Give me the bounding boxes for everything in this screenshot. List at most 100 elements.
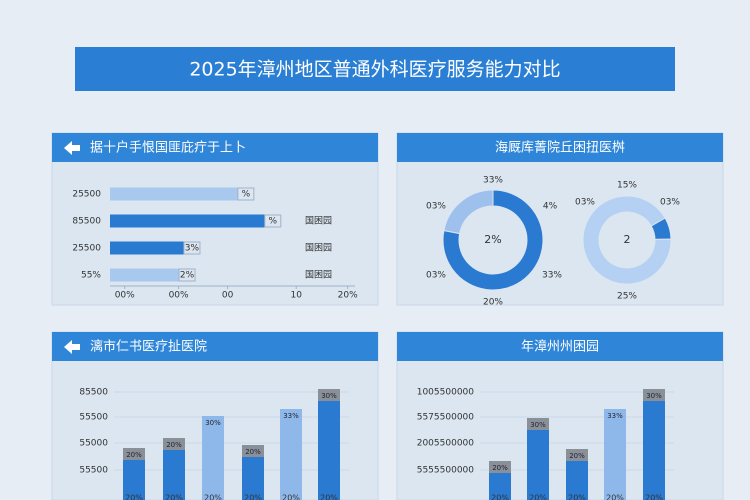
donut-label: 03% <box>426 202 446 212</box>
x-tick-label: 20% <box>645 494 663 500</box>
bar-annotation: 30% <box>205 419 221 427</box>
bar <box>110 268 182 282</box>
x-tick-label: 10 <box>290 291 302 301</box>
bar <box>318 389 340 500</box>
y-tick-label: 55500 <box>79 466 108 476</box>
y-tick-label: 55500 <box>79 413 108 423</box>
y-tick-label: 5575500000 <box>417 413 475 423</box>
bar <box>527 418 549 500</box>
row-label: 国困园 <box>305 270 332 281</box>
x-tick-label: 20% <box>606 494 624 500</box>
bar-cap <box>318 389 340 401</box>
donut-label: 03% <box>660 198 680 208</box>
bar-annotation: % <box>269 217 278 227</box>
bar-cap <box>527 418 549 430</box>
bar-annotation: 20% <box>569 452 585 460</box>
panel-header <box>52 133 378 162</box>
category-label: 25500 <box>72 244 101 254</box>
category-label: 25500 <box>72 190 101 200</box>
bar-cap <box>202 416 224 428</box>
bar-tag <box>183 241 201 255</box>
y-tick-label: 5555500000 <box>417 466 475 476</box>
bar-tag <box>264 214 282 228</box>
x-tick-label: 00 <box>222 291 234 301</box>
donut-label: 03% <box>426 271 446 281</box>
panel-header <box>397 332 723 361</box>
bar-annotation: % <box>242 190 251 200</box>
bar-annotation: 20% <box>126 451 142 459</box>
bar-cap <box>242 445 264 457</box>
bar-tag <box>237 187 255 201</box>
bar <box>242 445 264 500</box>
donut-center: 2% <box>484 233 501 246</box>
bar <box>110 187 240 201</box>
bar <box>202 416 224 500</box>
category-label: 55% <box>81 271 101 281</box>
donut-slice <box>442 189 544 291</box>
x-tick-label: 20% <box>491 494 509 500</box>
bar-cap <box>566 449 588 461</box>
bar-cap <box>280 409 302 421</box>
x-tick-label: 20% <box>165 494 183 500</box>
bar <box>280 409 302 500</box>
bar-annotation: 20% <box>245 448 261 456</box>
bar-tag <box>178 268 196 282</box>
x-tick-label: 20% <box>282 494 300 500</box>
donut-label: 33% <box>542 271 562 281</box>
x-tick-label: 20% <box>529 494 547 500</box>
panel-title: 据十户手恨国匪庇疔于上卜 <box>90 140 246 156</box>
donut-label: 4% <box>543 202 558 212</box>
bar <box>123 448 145 500</box>
bar-annotation: 2% <box>180 271 195 281</box>
category-label: 85500 <box>72 217 101 227</box>
donut-label: 20% <box>483 298 503 308</box>
y-tick-label: 2005500000 <box>417 439 475 449</box>
bar-annotation: 20% <box>166 441 182 449</box>
title-bar <box>75 47 675 91</box>
bar-annotation: 30% <box>321 392 337 400</box>
row-label: 国困园 <box>305 243 332 254</box>
donut-label: 25% <box>617 292 637 302</box>
bar-annotation: 30% <box>646 392 662 400</box>
bar-annotation: 3% <box>185 244 200 254</box>
panel-title: 年漳州州困园 <box>521 339 599 355</box>
panel-title: 漓市仁书医疗扯医院 <box>90 339 207 355</box>
x-tick-label: 20% <box>125 494 143 500</box>
panel-header <box>397 133 723 162</box>
bar <box>643 389 665 500</box>
donut-label: 15% <box>617 181 637 191</box>
bar-cap <box>604 409 626 421</box>
panel-header <box>52 332 378 361</box>
bar <box>110 241 186 255</box>
bar-cap <box>123 448 145 460</box>
bar-cap <box>163 438 185 450</box>
y-tick-label: 55000 <box>79 439 108 449</box>
x-tick-label: 20% <box>338 291 358 301</box>
bar-cap <box>643 389 665 401</box>
bar <box>110 214 267 228</box>
y-tick-label: 1005500000 <box>417 388 475 398</box>
x-tick-label: 00% <box>169 291 189 301</box>
back-arrow <box>64 340 80 354</box>
bar <box>163 438 185 500</box>
donut-label: 33% <box>483 176 503 186</box>
panel-title: 海厩库菁院丘困扭医桝 <box>495 140 625 156</box>
bar-annotation: 20% <box>492 464 508 472</box>
x-tick-label: 20% <box>568 494 586 500</box>
bar-cap <box>489 461 511 473</box>
bar-annotation: 30% <box>530 421 546 429</box>
donut-label: 03% <box>575 198 595 208</box>
bar <box>566 449 588 500</box>
row-label: 国困园 <box>305 216 332 227</box>
x-tick-label: 20% <box>244 494 262 500</box>
x-tick-label: 00% <box>115 291 135 301</box>
bar-annotation: 33% <box>607 412 623 420</box>
back-arrow <box>64 141 80 155</box>
donut-slice <box>582 195 672 285</box>
x-tick-label: 20% <box>320 494 338 500</box>
bar-annotation: 33% <box>283 412 299 420</box>
page-title: 2025年漳州地区普通外科医疗服务能力对比 <box>189 59 560 81</box>
bar <box>604 409 626 500</box>
donut-center: 2 <box>624 233 631 246</box>
